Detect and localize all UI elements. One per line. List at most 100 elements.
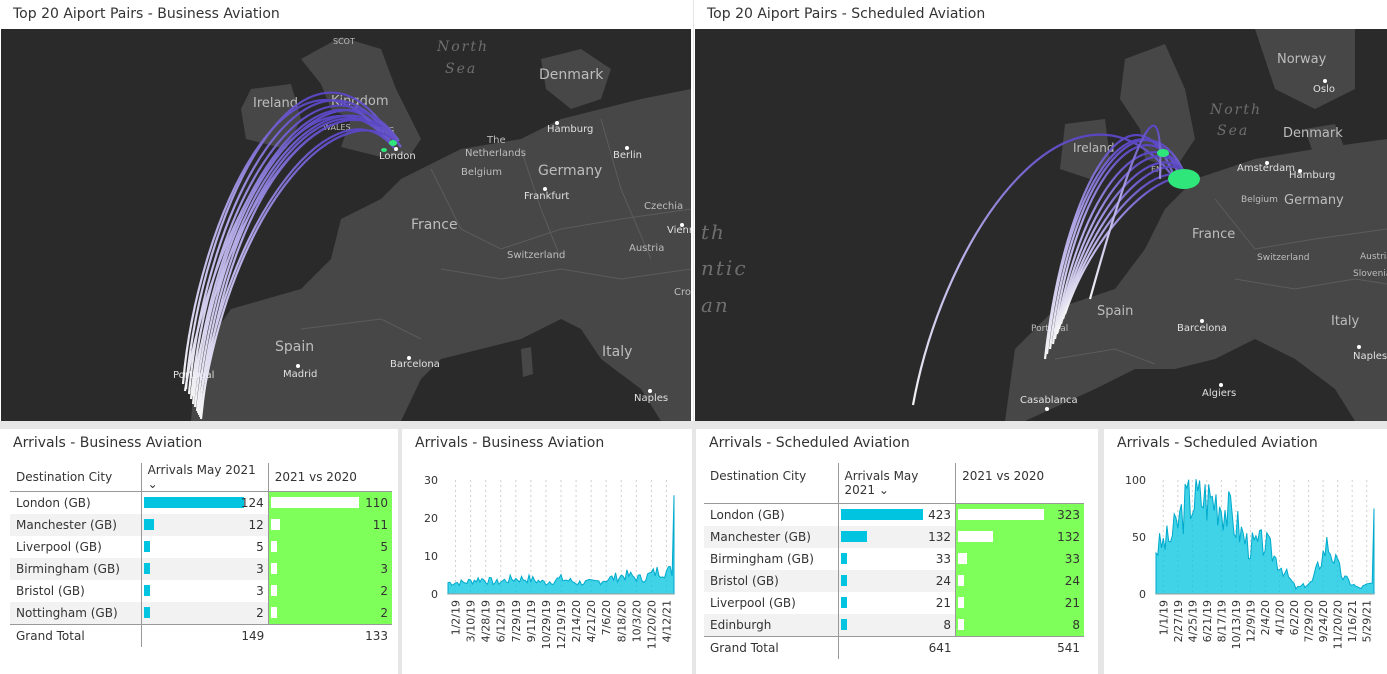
- chevron-down-icon[interactable]: ⌄: [147, 477, 158, 491]
- x-tick-label: 6/2/20: [1288, 600, 1301, 635]
- country-label: Denmark: [1283, 126, 1343, 141]
- city-label: Hamburg: [547, 124, 593, 135]
- city-label: Amsterdam: [1237, 163, 1295, 174]
- x-tick-label: 4/21/20: [585, 600, 598, 642]
- country-label: The: [486, 135, 506, 146]
- chevron-down-icon[interactable]: ⌄: [878, 483, 889, 497]
- compare-value: 21: [1064, 595, 1080, 610]
- business-aviation-map[interactable]: North Sea Denmark Ireland Kingdom SCOT W…: [1, 29, 691, 421]
- table-row[interactable]: Nottingham (GB) 2 2: [10, 602, 392, 625]
- compare-cell: 3: [267, 558, 392, 580]
- arrivals-bar: [143, 541, 150, 552]
- total-label: Grand Total: [10, 624, 142, 647]
- series-area: [447, 495, 675, 595]
- sea-label: ntic: [701, 256, 748, 280]
- x-tick-label: 7/6/20: [600, 600, 613, 635]
- panel-title: Arrivals - Scheduled Aviation: [1117, 435, 1318, 451]
- compare-bar: [270, 607, 277, 618]
- arrivals-business-chart[interactable]: 0 10 20 30 1/2/19 3/10/19 4/28/19 6/12/19 7/29/1…: [402, 429, 692, 674]
- compare-bar: [958, 508, 1045, 520]
- country-label: Belgium: [1241, 195, 1278, 205]
- arrivals-value: 423: [928, 507, 952, 522]
- country-label: Germany: [1284, 193, 1344, 208]
- arrivals-value: 5: [256, 540, 264, 554]
- x-tick-label: 1/16/21: [1346, 600, 1359, 642]
- map-panel-scheduled: Top 20 Aiport Pairs - Scheduled Aviation…: [694, 0, 1387, 421]
- arrivals-cell: 33: [837, 547, 956, 570]
- table-row[interactable]: Birmingham (GB) 3 3: [10, 558, 392, 580]
- country-label: Switzerland: [1257, 253, 1310, 263]
- x-tick-label: 11/20/20: [645, 600, 658, 649]
- chart-panel-business: Arrivals - Business Aviation 0 10 20 30 1/2/…: [402, 429, 692, 674]
- city-cell: Manchester (GB): [10, 514, 142, 536]
- compare-value: 2: [380, 606, 388, 620]
- land-continent: [191, 89, 691, 421]
- city-label: Frankfurt: [524, 191, 569, 202]
- compare-value: 132: [1057, 529, 1080, 544]
- table-row[interactable]: Bristol (GB) 3 2: [10, 580, 392, 602]
- x-tick-label: 4/28/19: [480, 600, 493, 642]
- arrivals-bar: [840, 618, 847, 630]
- table-row[interactable]: Edinburgh 8 8: [704, 613, 1084, 636]
- compare-cell: 110: [267, 491, 392, 514]
- arrivals-bar: [143, 585, 150, 596]
- land-britain: [301, 37, 421, 157]
- city-label: Naples: [634, 393, 668, 404]
- table-row[interactable]: Manchester (GB) 12 11: [10, 514, 392, 536]
- arrivals-cell: 2: [140, 602, 269, 625]
- city-label: Vienna: [667, 225, 691, 236]
- city-cell: Bristol (GB): [704, 569, 839, 592]
- col-header-arrivals[interactable]: Arrivals May 2021 ⌄: [837, 463, 956, 503]
- table-row[interactable]: Manchester (GB) 132 132: [704, 525, 1084, 548]
- arrivals-value: 8: [943, 617, 952, 632]
- table-row[interactable]: Liverpool (GB) 5 5: [10, 536, 392, 558]
- table-row[interactable]: London (GB) 423 323: [704, 503, 1084, 526]
- col-header-label: Arrivals May 2021: [147, 463, 256, 477]
- sea-label: North: [436, 39, 489, 55]
- city-cell: Manchester (GB): [704, 525, 839, 548]
- compare-cell: 8: [955, 613, 1084, 636]
- col-header-city[interactable]: Destination City: [16, 470, 113, 484]
- country-label: Switzerland: [507, 250, 565, 261]
- y-tick-label: 10: [424, 550, 438, 563]
- total-compare: 133: [268, 624, 392, 647]
- col-header-compare[interactable]: 2021 vs 2020: [267, 463, 392, 492]
- x-tick-label: 4/25/19: [1186, 600, 1199, 642]
- x-tick-label: 1/2/19: [450, 600, 463, 635]
- city-label: Barcelona: [1177, 323, 1227, 334]
- compare-value: 33: [1064, 551, 1080, 566]
- table-row[interactable]: Bristol (GB) 24 24: [704, 569, 1084, 592]
- x-tick-label: 10/3/20: [630, 600, 643, 642]
- x-tick-label: 9/11/19: [525, 600, 538, 642]
- x-tick-label: 10/29/19: [540, 600, 553, 649]
- compare-cell: 2: [267, 602, 392, 625]
- col-header-city[interactable]: Destination City: [710, 469, 807, 483]
- country-label: Czechia: [644, 201, 683, 212]
- scheduled-aviation-map[interactable]: th ntic an Norway Oslo North Sea Denmark…: [695, 29, 1387, 421]
- compare-bar: [958, 596, 965, 608]
- chart-panel-scheduled: Arrivals - Scheduled Aviation 0 50 100 1/1/…: [1104, 429, 1387, 674]
- arrivals-scheduled-chart[interactable]: 0 50 100 1/1/19 2/27/19 4/25/19 6/21/19 8/17/19…: [1104, 429, 1387, 674]
- country-label: Ireland: [253, 96, 298, 111]
- table-row[interactable]: Liverpool (GB) 21 21: [704, 591, 1084, 614]
- compare-bar: [270, 563, 277, 574]
- arrivals-bar: [840, 530, 867, 542]
- sea-label: th: [701, 220, 726, 244]
- region-label: SCOT: [333, 37, 355, 46]
- arrivals-bar: [840, 574, 847, 586]
- arrivals-cell: 132: [837, 525, 956, 548]
- arrivals-value: 124: [240, 496, 264, 510]
- col-header-arrivals[interactable]: Arrivals May 2021 ⌄: [140, 463, 269, 492]
- country-label: Austria: [629, 243, 664, 254]
- x-tick-label: 4/1/20: [1274, 600, 1287, 635]
- city-label: Naples: [1353, 351, 1387, 362]
- city-label: Casablanca: [1020, 395, 1078, 406]
- city-cell: Bristol (GB): [16, 584, 85, 598]
- table-row[interactable]: Birmingham (GB) 33 33: [704, 547, 1084, 570]
- country-label: Italy: [602, 344, 632, 360]
- y-tick-label: 20: [424, 512, 438, 525]
- country-label: Spain: [275, 339, 314, 355]
- col-header-compare[interactable]: 2021 vs 2020: [955, 463, 1084, 503]
- table-row[interactable]: London (GB) 124 110: [10, 491, 392, 514]
- y-tick-label: 0: [1139, 588, 1146, 601]
